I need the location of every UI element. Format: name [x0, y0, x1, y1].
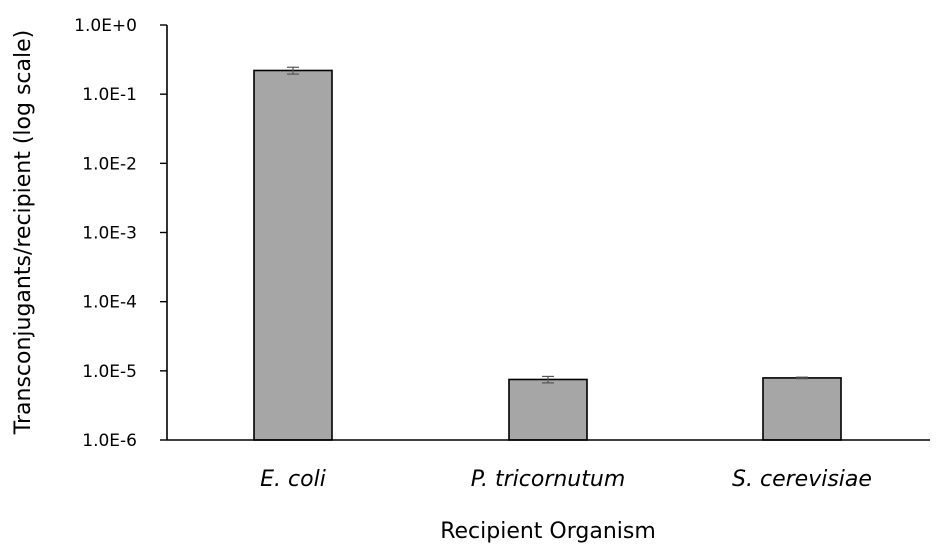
error-bar-3: [796, 376, 808, 380]
bar-1: [253, 69, 333, 441]
y-tick-labels: 1.0E+0 1.0E-1 1.0E-2 1.0E-3 1.0E-4 1.0E-5 1.0E…: [74, 16, 167, 451]
y-tick-label: 1.0E-1: [82, 85, 137, 105]
y-axis-title: Transconjugants/recipient (log scale): [11, 30, 36, 435]
bars-layer: [253, 66, 842, 441]
bar-2: [508, 378, 588, 441]
bar-3: [762, 377, 842, 441]
y-tick-label: 1.0E-3: [82, 224, 137, 244]
error-bar-1: [287, 66, 299, 75]
y-tick-label: 1.0E+0: [74, 16, 137, 36]
x-tick-labels: E. coli P. tricornutum S. cerevisiae: [260, 467, 872, 492]
error-bar-2: [542, 375, 554, 384]
y-tick-label: 1.0E-4: [82, 293, 137, 313]
x-axis-title: Recipient Organism: [440, 519, 656, 544]
x-category-label: S. cerevisiae: [732, 467, 872, 492]
y-tick-label: 1.0E-6: [82, 431, 137, 451]
y-tick-label: 1.0E-2: [82, 154, 137, 174]
y-tick-label: 1.0E-5: [82, 362, 137, 382]
x-category-label: E. coli: [260, 467, 326, 492]
x-category-label: P. tricornutum: [471, 467, 626, 492]
